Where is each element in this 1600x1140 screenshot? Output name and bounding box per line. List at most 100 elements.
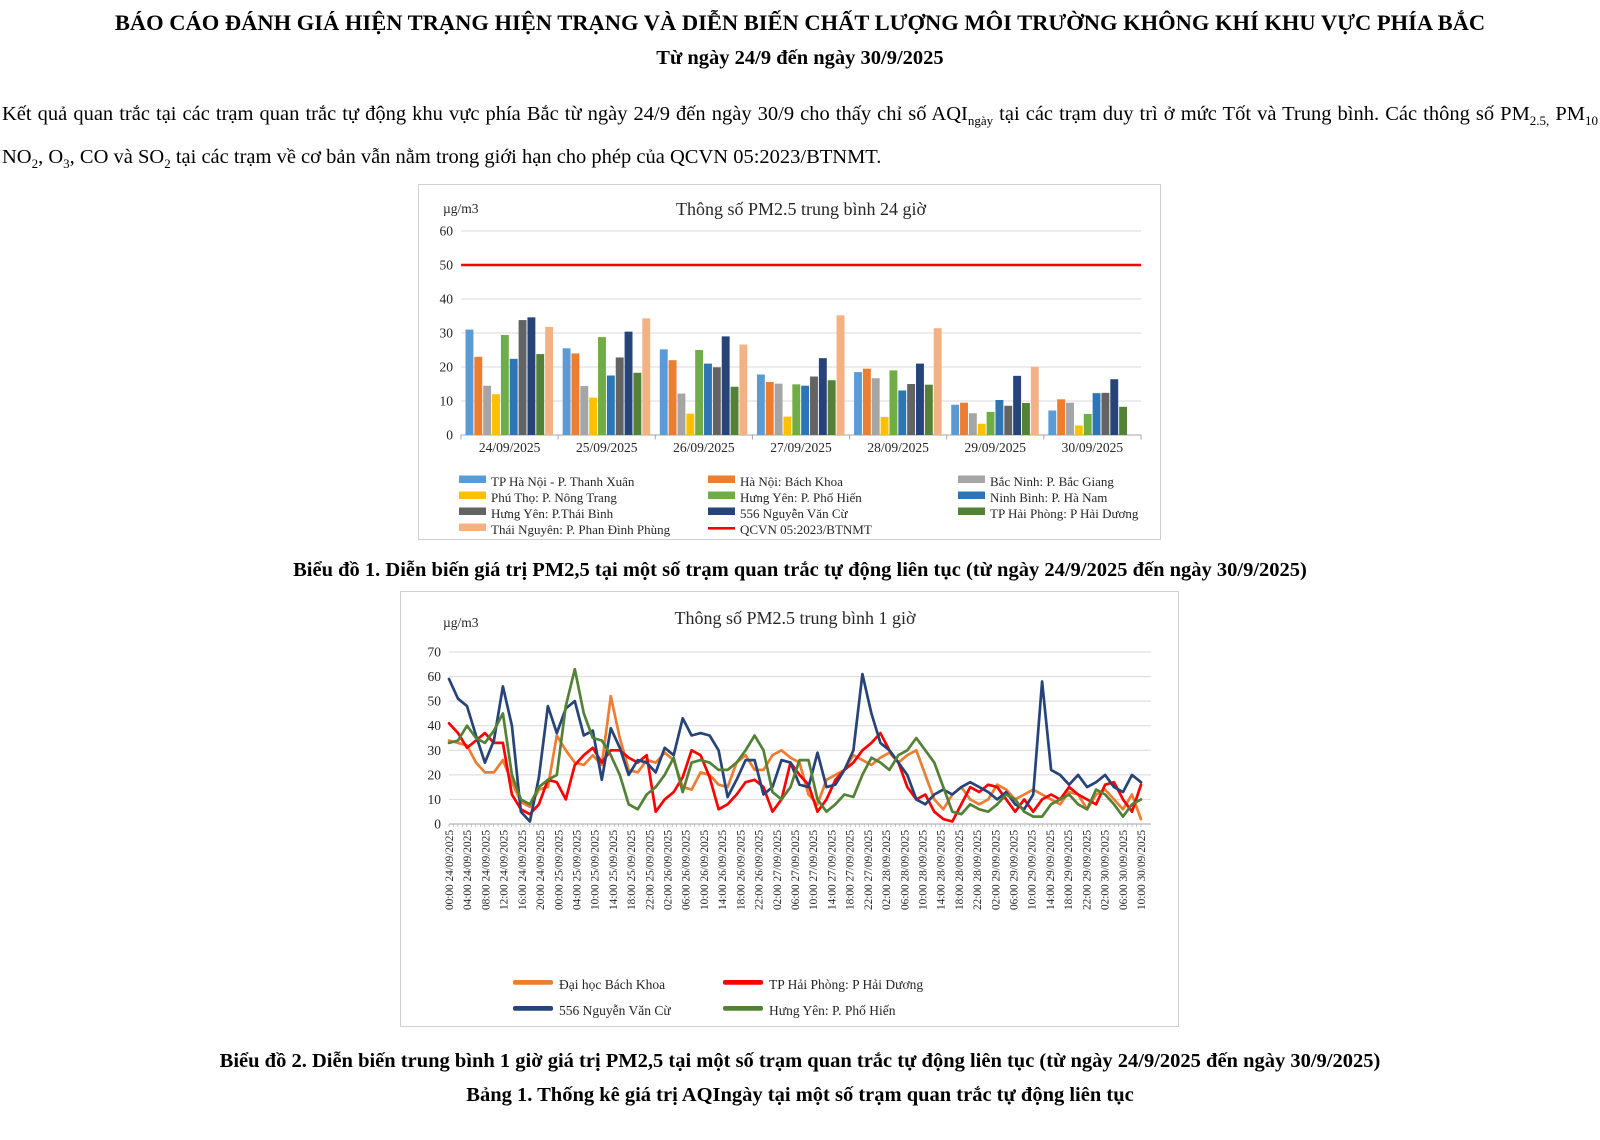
paragraph-text: tại các trạm về cơ bản vẫn nằm trong giớ… (170, 146, 882, 169)
bar (704, 363, 712, 436)
x-tick-label: 06:00 28/09/2025 (899, 830, 911, 910)
x-tick-label: 06:00 30/09/2025 (1118, 830, 1130, 910)
bar (907, 384, 916, 436)
chart-pm25-24h-canvas: 0 10 20 30 40 50 60 µg/m3 Thông số PM2.5 trung b… (440, 199, 1142, 537)
bar (818, 358, 827, 436)
x-tick-label: 14:00 26/09/2025 (717, 830, 729, 910)
bar (1013, 376, 1022, 436)
x-tick-label: 06:00 27/09/2025 (790, 830, 802, 910)
legend-swatch (513, 980, 553, 985)
bar (1048, 410, 1057, 436)
x-tick-label: 02:00 26/09/2025 (663, 830, 675, 910)
x-tick-label: 18:00 25/09/2025 (626, 830, 638, 910)
chart1-title: Thông số PM2.5 trung bình 24 giờ (676, 199, 927, 219)
y-tick-label: 40 (428, 718, 442, 733)
x-tick-label: 27/09/2025 (770, 440, 832, 455)
bar (1066, 402, 1074, 436)
y-tick-label: 20 (440, 360, 454, 375)
bar (862, 368, 871, 436)
bar (1110, 379, 1119, 436)
paragraph-text: Kết quả quan trắc tại các trạm quan trắc… (2, 103, 968, 125)
bar (916, 363, 924, 436)
y-tick-label: 10 (440, 394, 454, 409)
x-tick-label: 24/09/2025 (479, 440, 541, 455)
y-axis-unit-label: µg/m3 (443, 615, 479, 630)
bar (827, 380, 836, 436)
x-tick-label: 10:00 25/09/2025 (590, 830, 602, 910)
bar (836, 315, 845, 436)
x-tick-label: 22:00 29/09/2025 (1081, 830, 1093, 910)
paragraph-text: PM (1549, 103, 1585, 125)
bar (1083, 414, 1092, 436)
bar (642, 318, 651, 436)
x-tick-label: 18:00 29/09/2025 (1063, 830, 1075, 910)
x-tick-label: 02:00 28/09/2025 (881, 830, 893, 910)
series-line (447, 722, 1143, 824)
bar (933, 328, 942, 436)
paragraph-subscript: 2 (31, 156, 39, 172)
bar (659, 349, 668, 436)
x-tick-label: 26/09/2025 (673, 440, 735, 455)
legend-swatch (723, 1006, 763, 1011)
bar (730, 386, 739, 436)
bar (1057, 399, 1066, 436)
bar (536, 354, 545, 436)
x-tick-label: 28/09/2025 (867, 440, 929, 455)
series-line (447, 695, 1143, 821)
y-tick-label: 50 (440, 258, 454, 273)
chart2-title: Thông số PM2.5 trung bình 1 giờ (674, 608, 916, 628)
x-tick-label: 10:00 28/09/2025 (917, 830, 929, 910)
legend-label: Ninh Bình: P. Hà Nam (990, 490, 1107, 505)
legend-label: QCVN 05:2023/BTNMT (740, 522, 872, 537)
legend-label: 556 Nguyễn Văn Cừ (740, 506, 849, 521)
bar (1074, 425, 1083, 436)
y-tick-label: 40 (440, 292, 454, 307)
legend-swatch (459, 475, 486, 484)
legend-swatch (708, 507, 735, 516)
bar (606, 375, 615, 436)
x-tick-label: 08:00 24/09/2025 (480, 830, 492, 910)
y-axis-unit-label: µg/m3 (443, 201, 479, 216)
bar (562, 348, 571, 436)
bar (765, 382, 774, 436)
bar (995, 400, 1004, 436)
x-tick-label: 02:00 29/09/2025 (990, 830, 1002, 910)
paragraph-text: NO (2, 146, 32, 169)
y-tick-label: 0 (446, 428, 453, 443)
bar (960, 402, 968, 436)
legend-swatch (513, 1006, 553, 1011)
legend-swatch (708, 475, 735, 484)
y-tick-label: 50 (428, 694, 442, 709)
x-tick-label: 22:00 25/09/2025 (644, 830, 656, 910)
bar (1004, 405, 1013, 436)
series-line (447, 668, 1143, 819)
legend-label: 556 Nguyễn Văn Cừ (559, 1003, 671, 1018)
bar (580, 386, 589, 436)
chart1-caption: Biểu đồ 1. Diễn biến giá trị PM2,5 tại m… (293, 559, 1307, 582)
x-tick-label: 18:00 27/09/2025 (845, 830, 857, 910)
y-tick-label: 60 (440, 224, 454, 239)
x-tick-label: 25/09/2025 (576, 440, 638, 455)
x-tick-label: 10:00 29/09/2025 (1027, 830, 1039, 910)
y-tick-label: 10 (428, 792, 442, 807)
bar (500, 335, 509, 436)
y-tick-label: 60 (428, 669, 442, 684)
bar (483, 385, 492, 436)
bar (633, 372, 642, 436)
intro-paragraph: Kết quả quan trắc tại các trạm quan trắc… (2, 96, 1598, 182)
bar (924, 384, 933, 436)
bar (518, 320, 527, 436)
paragraph-text: , CO và SO (69, 146, 165, 169)
y-tick-label: 30 (428, 743, 442, 758)
x-tick-label: 16:00 24/09/2025 (517, 830, 529, 910)
bar (986, 412, 995, 436)
y-tick-label: 0 (434, 817, 441, 832)
x-tick-label: 06:00 29/09/2025 (1009, 830, 1021, 910)
legend-label: TP Hà Nội - P. Thanh Xuân (491, 474, 635, 489)
bar (1101, 393, 1110, 436)
chart-pm25-24h: 0 10 20 30 40 50 60 µg/m3 Thông số PM2.5 trung b… (418, 184, 1161, 541)
bar (545, 327, 554, 436)
x-tick-label: 18:00 26/09/2025 (735, 830, 747, 910)
bar (1119, 406, 1128, 436)
x-tick-label: 22:00 28/09/2025 (972, 830, 984, 910)
